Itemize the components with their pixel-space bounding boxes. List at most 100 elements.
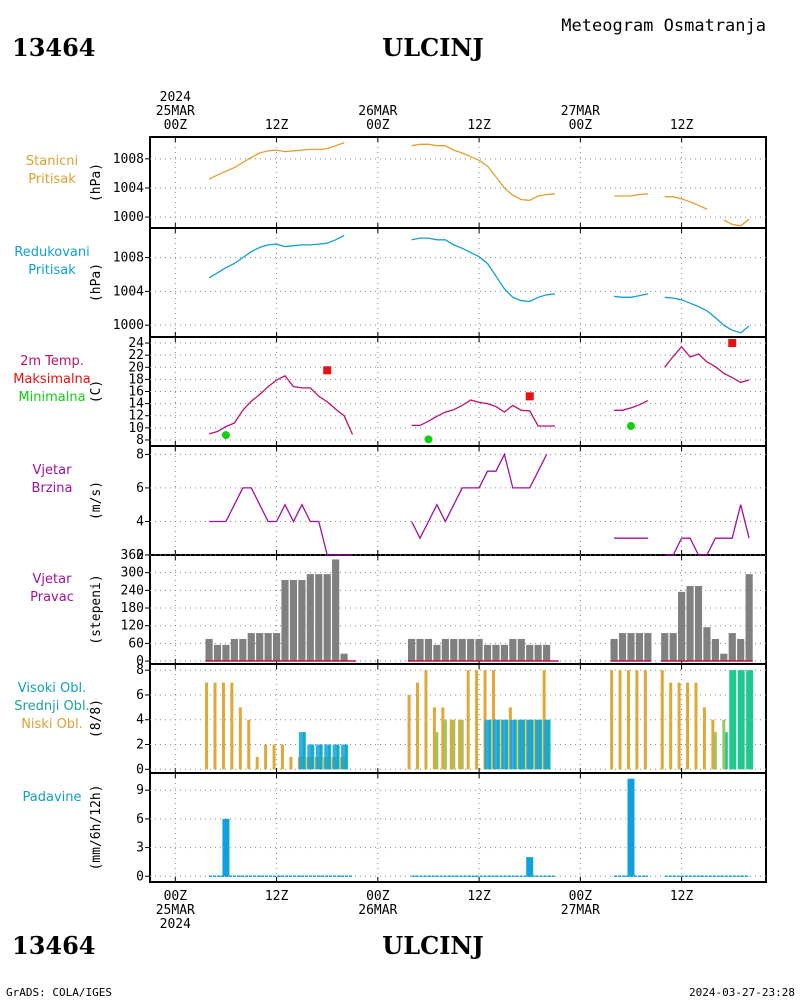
wind-direction-bar (678, 591, 686, 662)
y-tick-label: 3 (136, 841, 144, 856)
wind-direction-bar (340, 653, 348, 662)
wind-direction-bar (745, 574, 753, 662)
time-label-bottom: 00Z (164, 889, 188, 904)
panel-reduced_pressure (208, 235, 750, 334)
cloud-bar-high-fill (324, 744, 331, 770)
wind-direction-bar (610, 638, 618, 662)
wind-direction-bar (239, 638, 247, 662)
cloud-bar-low (643, 670, 647, 770)
panel-temperature (208, 339, 750, 444)
time-label-bottom: 12Z (467, 889, 491, 904)
y-axis-label: (C) (89, 380, 104, 403)
cloud-bar-low (416, 682, 420, 770)
wind-direction-bar (509, 638, 517, 662)
wind-direction-bar (298, 580, 306, 662)
y-tick-label: 20 (128, 360, 144, 375)
panel-clouds (205, 670, 754, 770)
y-tick-label: 0 (136, 869, 144, 884)
precip-bar (222, 818, 230, 877)
cloud-bar-low (230, 682, 234, 770)
cloud-bar-low (213, 682, 217, 770)
wind-direction-bar (492, 644, 500, 662)
cloud-bar-low (221, 682, 225, 770)
panel-label: Niski Obl. (21, 717, 83, 732)
wind-direction-bar (424, 638, 433, 662)
temperature-line (614, 400, 649, 411)
wind-direction-bar (272, 633, 281, 662)
time-label-top: 26MAR (358, 104, 397, 119)
cloud-bar-high-fill (341, 744, 348, 770)
panel-label: 2m Temp. (20, 354, 84, 369)
cloud-bar-high-fill (526, 719, 533, 770)
y-tick-label: 0 (136, 762, 144, 777)
y-tick-label: 14 (128, 397, 144, 412)
y-tick-label: 0 (136, 654, 144, 669)
time-label-top: 27MAR (561, 104, 600, 119)
precip-bar (627, 778, 635, 877)
time-label-bottom: 26MAR (358, 903, 397, 918)
cloud-bar-low (255, 756, 259, 770)
cloud-bar-high-fill (729, 670, 736, 770)
station_pressure-line (411, 143, 556, 201)
wind-direction-bar (669, 633, 677, 662)
wind-direction-bar (323, 574, 331, 662)
panel-frame (149, 336, 767, 447)
reduced_pressure-line (614, 293, 649, 298)
wind-direction-bar (483, 644, 492, 662)
y-tick-label: 8 (136, 663, 144, 678)
cloud-bar-low (677, 682, 681, 770)
wind-direction-bar (222, 644, 230, 662)
wind-direction-bar (230, 638, 238, 662)
wind-direction-bar (720, 653, 728, 662)
product-title: Meteogram Osmatranja (561, 16, 766, 36)
y-tick-label: 1004 (113, 181, 144, 196)
station-name-bottom: ULCINJ (382, 931, 483, 960)
cloud-bar-low (669, 682, 673, 770)
time-label-bottom: 2024 (160, 917, 191, 932)
panel-label: Stanicni (26, 154, 78, 169)
panel-label: Minimalna (18, 390, 85, 405)
wind-direction-bar (247, 633, 255, 662)
wind-direction-bar (315, 574, 323, 662)
y-tick-label: 1008 (113, 152, 144, 167)
cloud-bar-low (458, 719, 462, 770)
cloud-bar-low (635, 670, 639, 770)
y-axis-label: (hPa) (89, 263, 104, 302)
y-tick-label: 2 (136, 738, 144, 753)
wind-direction-bar (728, 633, 736, 662)
tmin-marker (221, 431, 230, 440)
station_pressure-line (614, 193, 648, 197)
cloud-bar-high-fill (746, 670, 753, 770)
station_pressure-line (208, 142, 345, 180)
panel-label: Redukovani (14, 245, 89, 260)
cloud-bar-low (441, 707, 445, 770)
tmin-marker (424, 435, 433, 444)
cloud-bar-low (205, 682, 209, 770)
cloud-bar-low (449, 719, 453, 770)
cloud-bar-low (238, 707, 242, 770)
time-label-bottom: 00Z (569, 889, 593, 904)
cloud-bar-low (466, 670, 470, 770)
wind-direction-bar (408, 638, 416, 662)
chart-marks (205, 142, 754, 878)
footer-timestamp: 2024-03-27-23:28 (689, 986, 795, 999)
y-tick-label: 9 (136, 783, 144, 798)
wind-direction-bar (543, 644, 551, 662)
cloud-bar-high (724, 732, 728, 770)
panel-label: Padavine (23, 790, 82, 805)
station_pressure-line (723, 218, 750, 227)
cloud-bar-high-fill (535, 719, 542, 770)
panel-frame (149, 663, 767, 774)
wind-direction-bar (467, 638, 475, 662)
panel-station_pressure (208, 142, 750, 227)
time-label-bottom: 12Z (265, 889, 289, 904)
y-tick-label: 1000 (113, 318, 144, 333)
cloud-bar-high-fill (492, 719, 499, 770)
time-label-top: 12Z (265, 118, 289, 133)
panel-label: Pritisak (28, 172, 76, 187)
y-axis-label: (m/s) (89, 481, 104, 520)
cloud-bar-low (289, 756, 293, 770)
y-tick-label: 18 (128, 372, 144, 387)
station-name-top: ULCINJ (382, 33, 483, 62)
wind-direction-bar (711, 638, 719, 662)
